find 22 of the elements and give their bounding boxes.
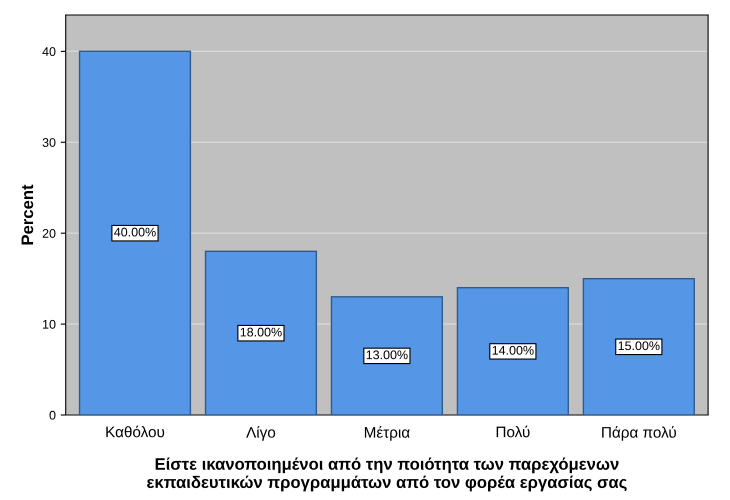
data-label: 40.00% <box>114 228 156 237</box>
data-label: 18.00% <box>240 328 282 337</box>
x-tick-label: Μέτρια <box>364 426 410 441</box>
bar <box>330 296 444 415</box>
data-label: 15.00% <box>618 341 660 350</box>
x-tick-label: Λίγο <box>246 426 276 441</box>
y-axis-title: Percent <box>22 184 34 244</box>
x-tick-label: Καθόλου <box>106 426 164 438</box>
y-tick-label: 40 <box>42 47 56 56</box>
x-tick-label: Πάρα πολύ <box>602 426 676 441</box>
x-tick-label: Πολύ <box>496 426 530 438</box>
bar <box>456 287 569 415</box>
bar <box>582 278 695 415</box>
y-tick-label: 20 <box>42 228 56 238</box>
data-label: 13.00% <box>366 350 408 360</box>
y-tick-label: 30 <box>42 138 56 147</box>
y-tick-label: 10 <box>43 320 56 329</box>
y-tick-label: 0 <box>50 410 56 420</box>
bar <box>78 50 192 415</box>
bar <box>204 250 318 415</box>
data-label: 14.00% <box>492 346 534 355</box>
x-axis-title: Είστε ικανοποιημένοι από την ποιότητα των παρεχόμενων εκπαιδευτικών προγραμμάτων από τον φορέα εργασίας σας <box>147 457 627 492</box>
